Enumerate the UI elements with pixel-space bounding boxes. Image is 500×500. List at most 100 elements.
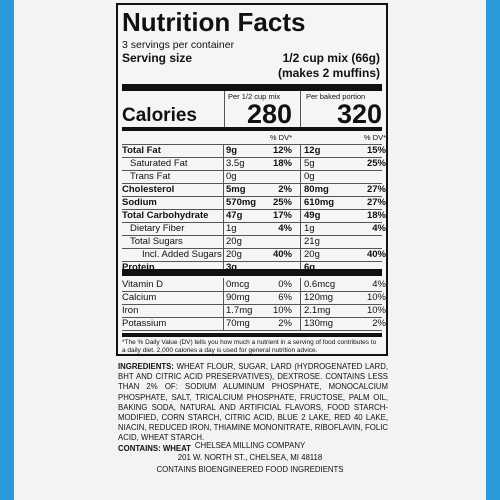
daily-value: 10% xyxy=(272,305,292,316)
daily-value: 27% xyxy=(366,197,386,208)
column-line xyxy=(300,209,301,223)
column-line xyxy=(223,144,224,158)
nutrient-name: Cholesterol xyxy=(122,184,175,195)
column-line xyxy=(223,235,224,249)
servings: 3 servings per container xyxy=(122,39,235,51)
nutrient-row: Total Fat 9g 12% 12g 15% xyxy=(122,144,386,158)
amount: 20g xyxy=(226,236,242,247)
column-line xyxy=(223,209,224,223)
column-line xyxy=(300,222,301,236)
serving-size-label: Serving size xyxy=(122,51,193,65)
ingredients-text: WHEAT FLOUR, SUGAR, LARD (HYDROGENATED L… xyxy=(118,362,388,443)
nutrient-row: Vitamin D 0mcg 0% 0.6mcg 4% xyxy=(122,278,386,292)
ingredients-label: INGREDIENTS: xyxy=(118,362,174,371)
column-line xyxy=(300,248,301,262)
daily-value: 4% xyxy=(372,279,386,290)
column-line xyxy=(300,170,301,184)
column-header: Per 1/2 cup mix xyxy=(228,92,281,101)
allergens: CONTAINS: WHEAT xyxy=(118,443,191,453)
daily-value: 18% xyxy=(366,210,386,221)
column-line xyxy=(300,261,301,275)
amount: 6g xyxy=(304,262,316,273)
column-line xyxy=(223,248,224,262)
column-line xyxy=(300,317,301,331)
daily-value: 18% xyxy=(272,158,292,169)
amount: 9g xyxy=(226,145,238,156)
amount: 1g xyxy=(226,223,237,234)
ingredients: INGREDIENTS: WHEAT FLOUR, SUGAR, LARD (H… xyxy=(118,362,388,454)
daily-value: 4% xyxy=(372,223,386,234)
company-line: CONTAINS BIOENGINEERED FOOD INGREDIENTS xyxy=(156,465,344,474)
amount: 2.1mg xyxy=(304,305,331,316)
nutrient-row: Total Sugars 20g 21g xyxy=(122,235,382,249)
amount: 12g xyxy=(304,145,321,156)
daily-value: 2% xyxy=(278,318,292,329)
daily-value: 15% xyxy=(366,145,386,156)
column-line xyxy=(223,157,224,171)
nutrient-name: Incl. Added Sugars xyxy=(142,249,222,260)
amount: 130mg xyxy=(304,318,334,329)
amount: 49g xyxy=(304,210,321,221)
daily-value: 17% xyxy=(272,210,292,221)
nutrient-row: Iron 1.7mg 10% 2.1mg 10% xyxy=(122,304,386,318)
column-line xyxy=(223,196,224,210)
divider xyxy=(122,84,382,91)
dv-header: % DV* xyxy=(269,133,292,142)
nutrient-name: Sodium xyxy=(122,197,157,208)
company-info: CHELSEA MILLING COMPANY 201 W. NORTH ST.… xyxy=(0,440,500,476)
daily-value: 0% xyxy=(278,279,292,290)
nutrient-row: Calcium 90mg 6% 120mg 10% xyxy=(122,291,386,305)
amount: 70mg xyxy=(226,318,250,329)
amount: 21g xyxy=(304,236,320,247)
daily-value: 40% xyxy=(272,249,292,260)
blue-edge xyxy=(486,0,500,500)
nutrient-row: Potassium 70mg 2% 130mg 2% xyxy=(122,317,386,331)
daily-value: 25% xyxy=(272,197,292,208)
column-line xyxy=(300,91,301,127)
column-line xyxy=(300,278,301,292)
amount: 610mg xyxy=(304,197,335,208)
nutrient-name: Total Sugars xyxy=(130,236,183,247)
daily-value: 40% xyxy=(366,249,386,260)
column-line xyxy=(224,91,225,127)
daily-value: 4% xyxy=(278,223,292,234)
amount: 5mg xyxy=(226,184,246,195)
nutrient-name: Total Fat xyxy=(122,145,161,156)
column-line xyxy=(300,235,301,249)
column-line xyxy=(300,157,301,171)
nutrition-label: Nutrition Facts 3 servings per container… xyxy=(116,3,388,356)
nutrient-name: Vitamin D xyxy=(122,279,164,290)
amount: 47g xyxy=(226,210,243,221)
column-line xyxy=(300,183,301,197)
column-header: Per baked portion xyxy=(306,92,366,101)
amount: 0mcg xyxy=(226,279,250,290)
column-line xyxy=(300,196,301,210)
serving-size: 1/2 cup mix (66g) xyxy=(282,51,380,65)
nutrient-row: Saturated Fat 3.5g 18% 5g 25% xyxy=(122,157,386,171)
amount: 3g xyxy=(226,262,238,273)
amount: 0g xyxy=(226,171,237,182)
nutrient-name: Dietary Fiber xyxy=(130,223,185,234)
amount: 5g xyxy=(304,158,315,169)
nutrient-row: Dietary Fiber 1g 4% 1g 4% xyxy=(122,222,386,236)
daily-value: 27% xyxy=(366,184,386,195)
column-line xyxy=(223,261,224,275)
nutrient-name: Total Carbohydrate xyxy=(122,210,209,221)
nutrient-row: Cholesterol 5mg 2% 80mg 27% xyxy=(122,183,386,197)
amount: 90mg xyxy=(226,292,250,303)
amount: 20g xyxy=(304,249,320,260)
amount: 20g xyxy=(226,249,242,260)
dv-header: % DV* xyxy=(363,133,386,142)
column-line xyxy=(223,170,224,184)
divider xyxy=(122,333,382,337)
divider xyxy=(122,269,382,276)
column-line xyxy=(223,304,224,318)
nutrient-name: Potassium xyxy=(122,318,167,329)
daily-value: 25% xyxy=(366,158,386,169)
column-line xyxy=(223,278,224,292)
nutrient-name: Saturated Fat xyxy=(130,158,188,169)
column-line xyxy=(300,144,301,158)
amount: 0g xyxy=(304,171,315,182)
divider xyxy=(122,127,382,131)
